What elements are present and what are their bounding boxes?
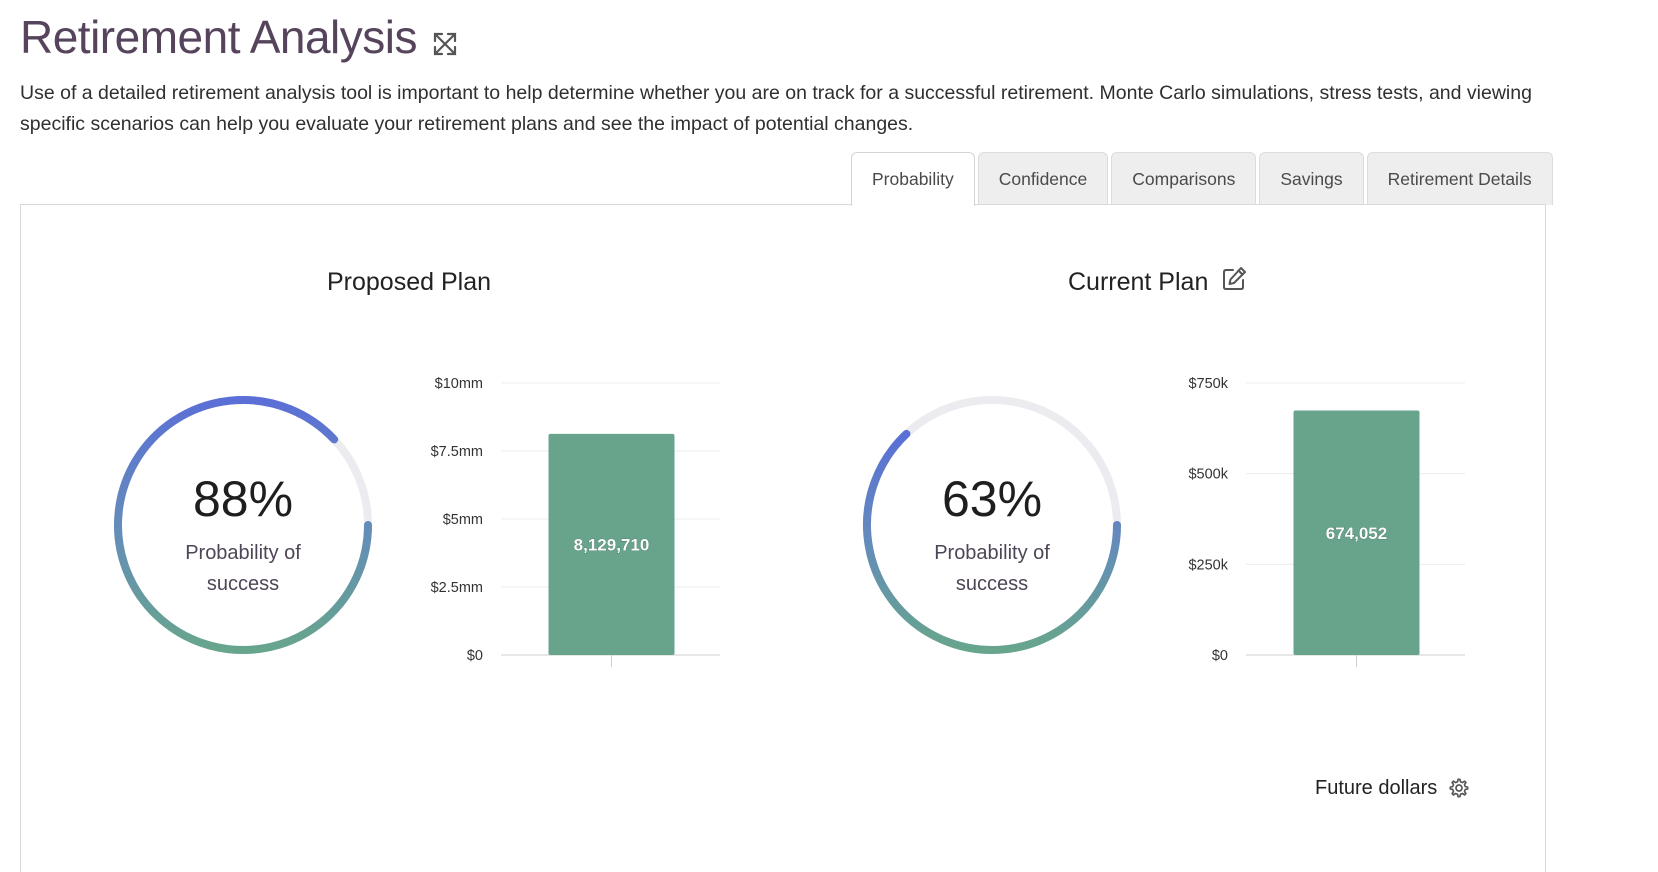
gauge-fill-arc <box>114 396 372 654</box>
current-probability-value: 63% <box>941 471 1043 527</box>
y-tick-label: $5mm <box>443 512 483 528</box>
probability-panel <box>20 204 1546 872</box>
proposed-plan-title: Proposed Plan <box>327 268 492 296</box>
caption-line: Probability of <box>934 542 1050 564</box>
caption-line: success <box>206 573 280 595</box>
proposed-probability-gauge <box>114 396 372 654</box>
current-probability-gauge <box>863 396 1121 654</box>
edit-icon[interactable] <box>1220 265 1248 293</box>
proposed-probability-caption: Probability of success <box>143 538 343 600</box>
gauge-fill-arc <box>863 429 1121 654</box>
tab-bar: Probability Confidence Comparisons Savin… <box>851 152 1553 206</box>
page-title: Retirement Analysis <box>20 11 418 63</box>
future-dollars-label: Future dollars <box>1315 777 1438 799</box>
y-tick-label: $2.5mm <box>431 580 483 596</box>
caption-line: success <box>955 573 1029 595</box>
y-tick-label: $500k <box>1188 467 1228 483</box>
current-savings-bar-chart: $0 $250k $500k $750k 674,052 <box>1188 376 1465 667</box>
y-tick-label: $0 <box>1212 648 1228 664</box>
tab-savings[interactable]: Savings <box>1259 152 1364 205</box>
bar <box>548 433 675 655</box>
bar <box>1293 410 1420 655</box>
proposed-savings-bar-chart: $0 $2.5mm $5mm $7.5mm $10mm 8,129,710 <box>431 376 720 667</box>
proposed-probability-value: 88% <box>192 471 294 527</box>
bar-data-label: 674,052 <box>1326 524 1387 543</box>
y-tick-label: $10mm <box>435 376 483 392</box>
tab-retirement-details[interactable]: Retirement Details <box>1366 152 1553 205</box>
y-tick-label: $750k <box>1188 376 1228 392</box>
current-probability-caption: Probability of success <box>892 538 1092 600</box>
tab-confidence[interactable]: Confidence <box>977 152 1109 205</box>
caption-line: Probability of <box>185 542 301 564</box>
tab-probability[interactable]: Probability <box>851 152 975 206</box>
expand-icon[interactable] <box>432 31 458 57</box>
y-tick-label: $7.5mm <box>431 444 483 460</box>
bar-data-label: 8,129,710 <box>574 535 650 554</box>
gear-icon[interactable] <box>1448 777 1470 799</box>
current-plan-title: Current Plan <box>1068 268 1209 296</box>
y-tick-label: $250k <box>1188 557 1228 573</box>
intro-text: Use of a detailed retirement analysis to… <box>20 82 1532 135</box>
y-tick-label: $0 <box>467 648 483 664</box>
tab-comparisons[interactable]: Comparisons <box>1111 152 1257 205</box>
